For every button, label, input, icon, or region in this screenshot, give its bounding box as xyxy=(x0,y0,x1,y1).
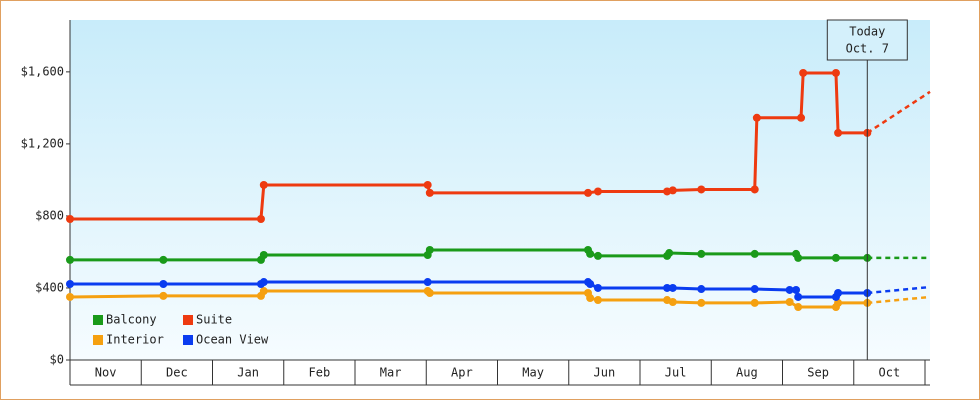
data-point xyxy=(66,280,74,289)
data-point xyxy=(697,298,706,307)
y-tick-label: $1,200 xyxy=(21,136,64,150)
data-point xyxy=(423,278,432,287)
today-label: Oct. 7 xyxy=(846,42,889,56)
legend-label: Interior xyxy=(106,333,164,347)
data-point xyxy=(593,187,602,196)
legend-swatch xyxy=(93,315,103,325)
x-tick-label: Jul xyxy=(665,366,687,380)
x-tick-label: Nov xyxy=(95,366,117,380)
x-tick-label: Mar xyxy=(380,366,402,380)
data-point xyxy=(66,292,74,301)
data-point xyxy=(799,68,808,77)
legend-label: Ocean View xyxy=(196,333,269,347)
data-point xyxy=(586,280,595,289)
data-point xyxy=(425,188,434,197)
x-tick-label: Feb xyxy=(309,366,331,380)
x-tick-label: Jun xyxy=(594,366,616,380)
data-point xyxy=(586,294,595,303)
data-point xyxy=(259,180,268,189)
legend-swatch xyxy=(183,315,193,325)
x-tick-label: Sep xyxy=(807,366,829,380)
legend-swatch xyxy=(183,335,193,345)
data-point xyxy=(66,214,74,223)
data-point xyxy=(794,303,803,312)
data-point xyxy=(785,298,794,307)
data-point xyxy=(593,283,602,292)
data-point xyxy=(593,296,602,305)
legend-label: Balcony xyxy=(106,313,157,327)
data-point xyxy=(668,186,677,195)
data-point xyxy=(159,280,168,289)
data-point xyxy=(586,249,595,258)
x-tick-label: Aug xyxy=(736,366,758,380)
forecast-line xyxy=(867,295,931,305)
data-point xyxy=(794,292,803,301)
y-tick-label: $0 xyxy=(50,353,64,367)
data-point xyxy=(159,255,168,264)
data-point xyxy=(668,298,677,307)
x-tick-label: Jan xyxy=(237,366,259,380)
data-point xyxy=(834,289,843,298)
data-point xyxy=(797,113,806,122)
data-point xyxy=(831,253,840,262)
data-point xyxy=(785,285,794,294)
x-tick-label: Oct xyxy=(879,366,901,380)
data-point xyxy=(697,249,706,258)
data-point xyxy=(593,251,602,260)
x-tick-label: Dec xyxy=(166,366,188,380)
data-point xyxy=(425,245,434,254)
x-tick-label: Apr xyxy=(451,366,473,380)
y-tick-label: $800 xyxy=(35,208,64,222)
data-point xyxy=(259,251,268,260)
data-point xyxy=(834,128,843,137)
today-box xyxy=(826,19,908,61)
data-point xyxy=(750,185,759,194)
data-point xyxy=(259,278,268,287)
data-point xyxy=(750,298,759,307)
data-point xyxy=(256,214,265,223)
data-point xyxy=(259,287,268,296)
data-point xyxy=(750,285,759,294)
data-point xyxy=(792,285,801,294)
data-point xyxy=(697,285,706,294)
data-point xyxy=(794,253,803,262)
data-point xyxy=(668,283,677,292)
y-tick-label: $1,600 xyxy=(21,64,64,78)
data-point xyxy=(425,289,434,298)
data-point xyxy=(663,283,672,292)
data-point xyxy=(159,291,168,300)
legend-label: Suite xyxy=(196,313,232,327)
data-point xyxy=(831,68,840,77)
y-tick-label: $400 xyxy=(35,280,64,294)
data-point xyxy=(752,113,761,122)
data-point xyxy=(665,249,674,258)
data-point xyxy=(423,180,432,189)
data-point xyxy=(697,185,706,194)
data-point xyxy=(66,255,74,264)
forecast-line xyxy=(867,285,931,295)
legend-swatch xyxy=(93,335,103,345)
x-tick-label: May xyxy=(522,366,544,380)
data-point xyxy=(750,249,759,258)
today-label: Today xyxy=(849,25,885,39)
forecast-line xyxy=(866,90,931,134)
data-point xyxy=(583,188,592,197)
